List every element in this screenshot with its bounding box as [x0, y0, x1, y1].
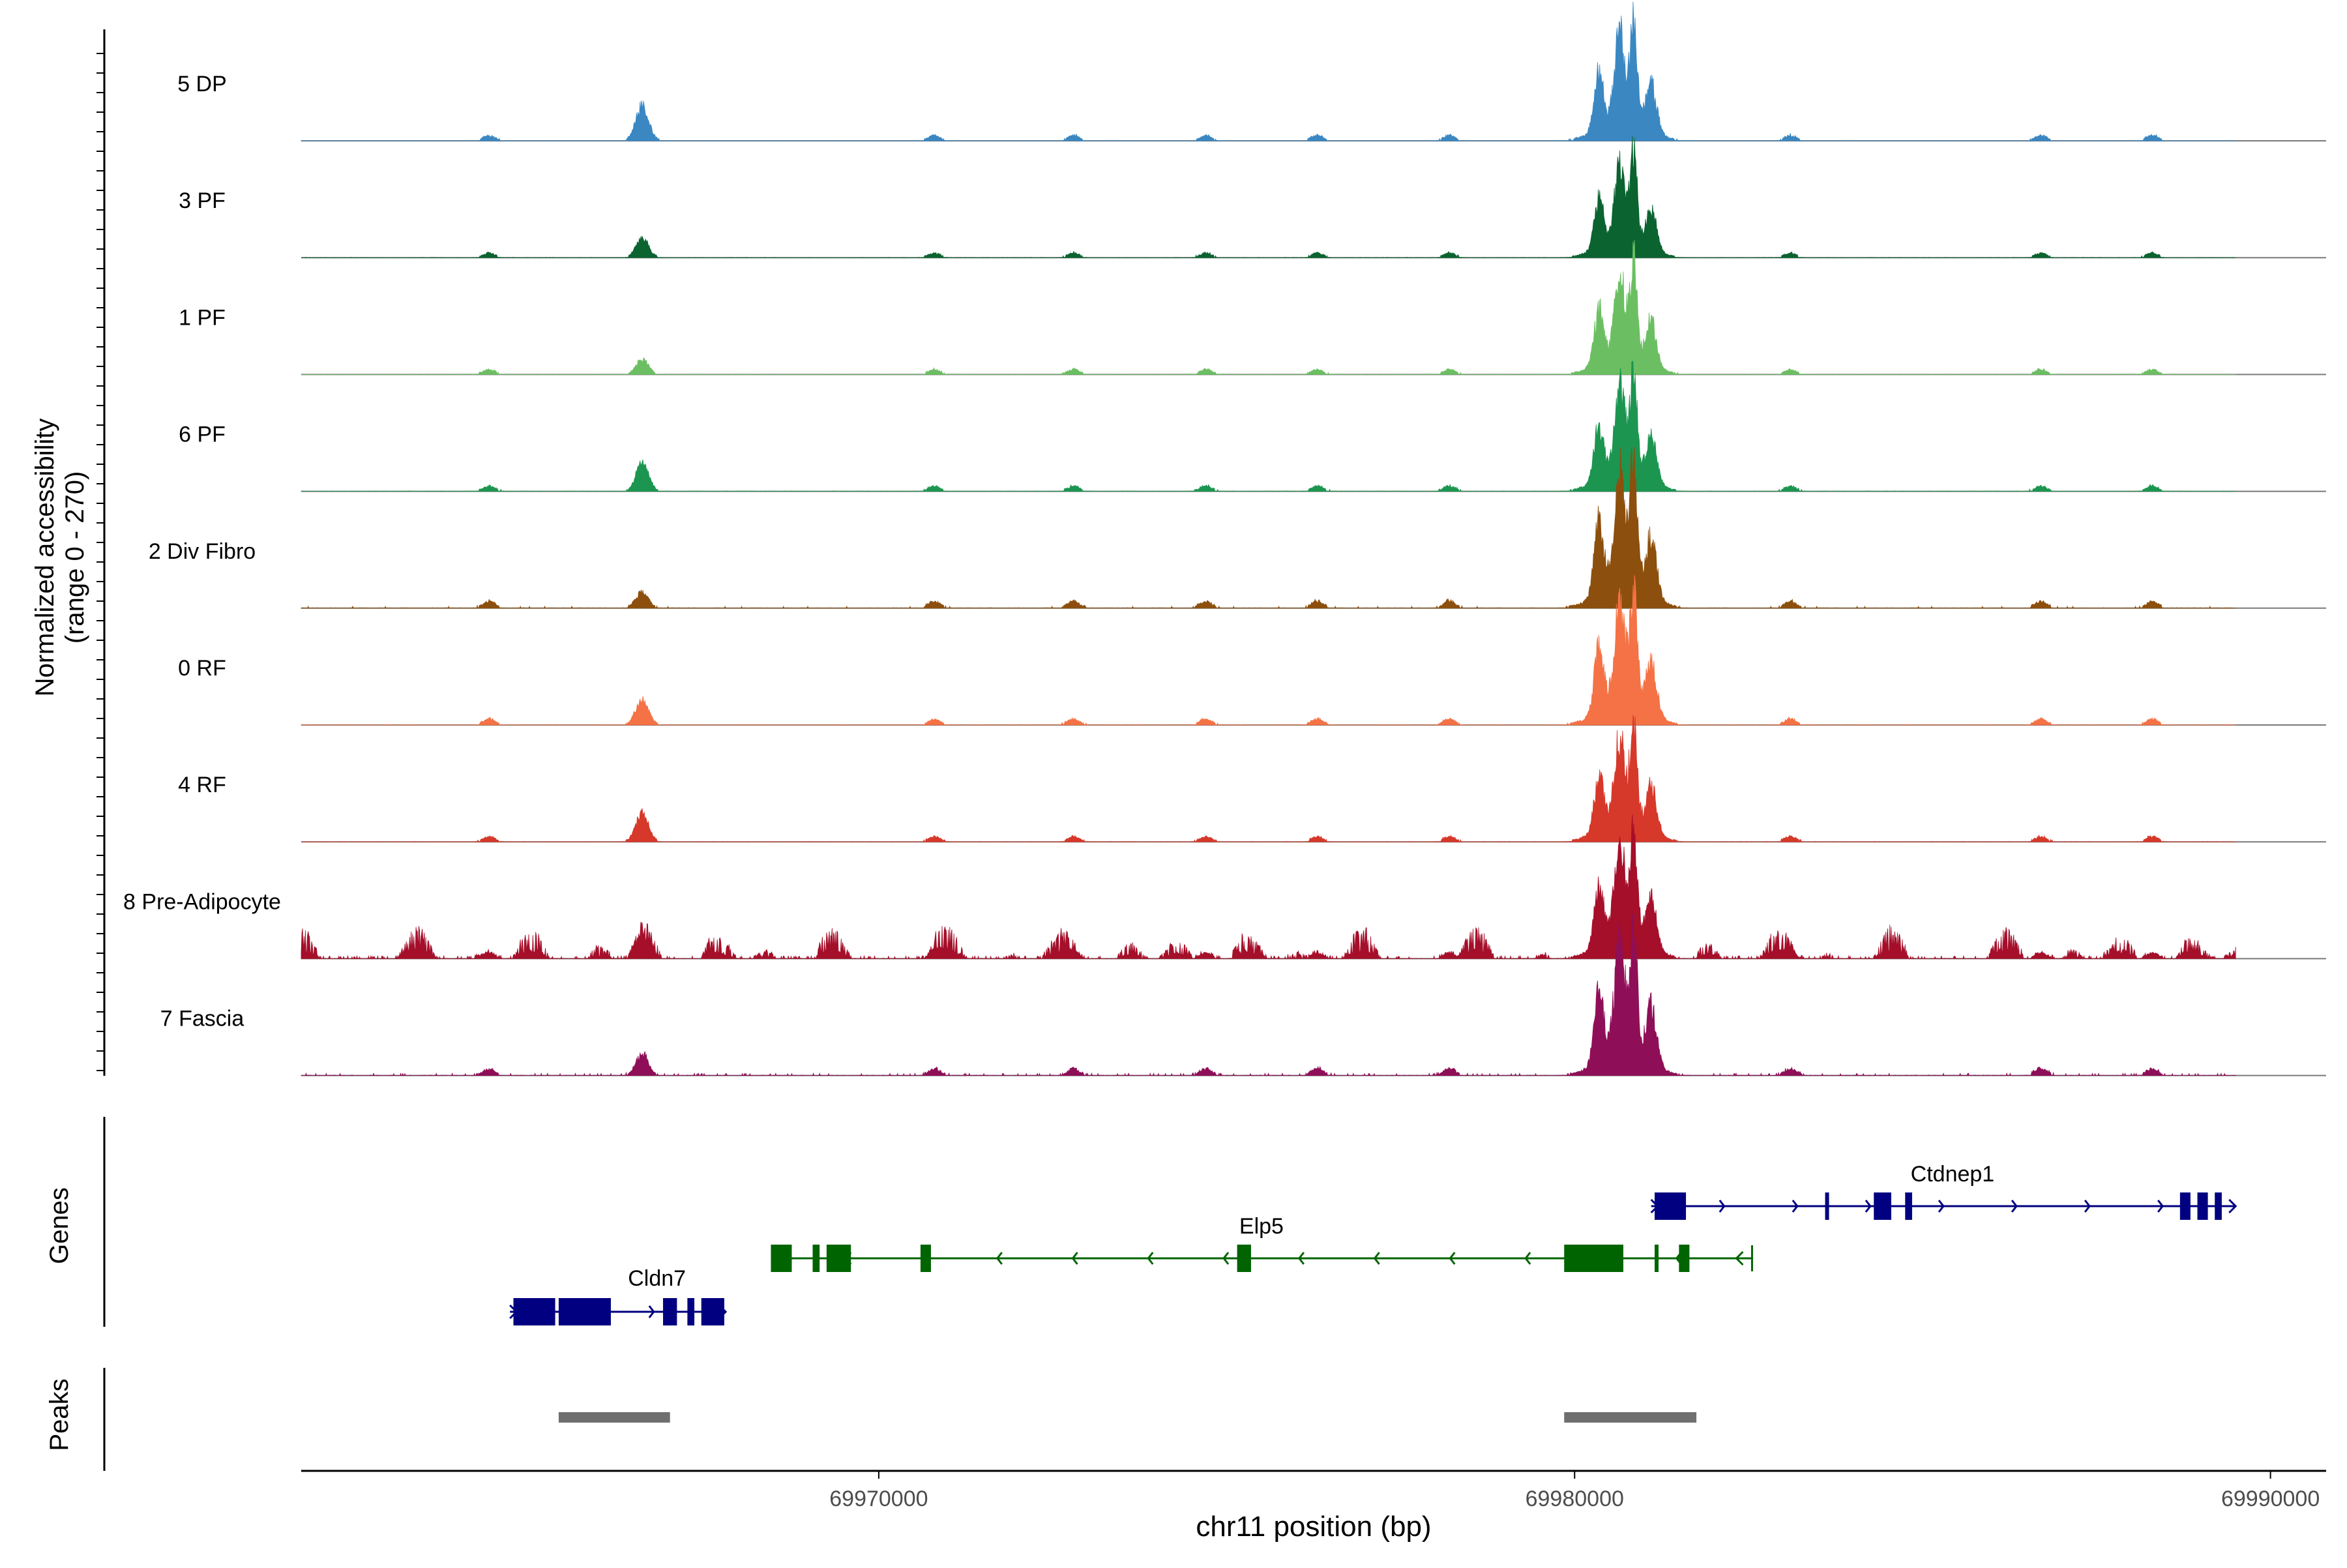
- track-label: 1 PF: [179, 305, 226, 330]
- track-label: 7 Fascia: [160, 1007, 244, 1031]
- strand-arrow: [2084, 1200, 2091, 1213]
- exon: [771, 1245, 792, 1272]
- exon: [663, 1298, 677, 1325]
- strand-arrow: [1297, 1252, 1305, 1265]
- exon: [1679, 1245, 1690, 1272]
- track-1-pf: 1 PF: [179, 240, 2326, 376]
- exon: [1655, 1192, 1687, 1220]
- coverage-area: [301, 240, 2236, 375]
- genes-track-label: Genes: [45, 1187, 74, 1264]
- strand-arrow: [1449, 1252, 1456, 1265]
- strand-arrow: [1147, 1252, 1154, 1265]
- track-label: 0 RF: [178, 656, 226, 681]
- gene-name-label: Elp5: [1239, 1214, 1284, 1239]
- track-6-pf: 6 PF: [179, 361, 2326, 492]
- strand-arrow: [1071, 1252, 1078, 1265]
- y-axis-label: Normalized accessibility: [31, 419, 59, 697]
- track-7-fascia: 7 Fascia: [160, 913, 2326, 1076]
- strand-arrow: [996, 1252, 1003, 1265]
- strand-arrow: [1719, 1200, 1726, 1213]
- exon: [701, 1298, 724, 1325]
- exon: [1237, 1245, 1251, 1272]
- exon: [812, 1245, 820, 1272]
- exon: [1564, 1245, 1623, 1272]
- gene-annotation-track: Cldn7 Elp5 Ctdnep1: [103, 1117, 2237, 1327]
- strand-arrow: [1938, 1200, 1945, 1213]
- gene-end-arrow: [2228, 1198, 2237, 1214]
- peaks-track-label: Peaks: [45, 1378, 74, 1451]
- strand-arrow: [1524, 1252, 1531, 1265]
- exon: [1825, 1192, 1829, 1220]
- coverage-area: [301, 814, 2236, 960]
- track-8-pre-adipocyte: 8 Pre-Adipocyte: [123, 814, 2326, 960]
- strand-arrow: [2011, 1200, 2018, 1213]
- exon: [2197, 1192, 2208, 1220]
- track-0-rf: 0 RF: [178, 575, 2326, 726]
- x-tick-label: 69990000: [2221, 1487, 2320, 1511]
- gene-name-label: Ctdnep1: [1911, 1162, 1995, 1187]
- strand-arrow: [1222, 1252, 1230, 1265]
- strand-arrow: [648, 1305, 655, 1318]
- coverage-area: [301, 136, 2236, 258]
- exon: [2215, 1192, 2222, 1220]
- exon: [1874, 1192, 1891, 1220]
- x-axis: 69970000 69980000 69990000: [301, 1470, 2326, 1511]
- left-axis: [96, 29, 106, 1076]
- gene-elp5: Elp5: [771, 1214, 1753, 1272]
- coverage-area: [301, 913, 2236, 1076]
- x-axis-label: chr11 position (bp): [1196, 1511, 1431, 1543]
- track-4-rf: 4 RF: [178, 715, 2326, 843]
- gene-end-arrow: [1735, 1250, 1744, 1266]
- strand-arrow: [1792, 1200, 1799, 1213]
- track-label: 2 Div Fibro: [149, 539, 256, 564]
- strand-arrow: [2157, 1200, 2164, 1213]
- track-label: 5 DP: [177, 72, 227, 96]
- x-tick-label: 69980000: [1526, 1487, 1624, 1511]
- peak-region: [558, 1412, 670, 1423]
- strand-arrow: [1865, 1200, 1872, 1213]
- track-label: 8 Pre-Adipocyte: [123, 889, 281, 914]
- track-label: 6 PF: [179, 422, 226, 447]
- coverage-tracks: 5 DP 3 PF 1 PF 6 PF 2 Div Fibro 0 RF 4 RF 8 Pre…: [123, 1, 2326, 1076]
- track-2-div-fibro: 2 Div Fibro: [149, 447, 2326, 609]
- exon: [2179, 1192, 2191, 1220]
- y-axis-label-range: (range 0 - 270): [61, 471, 89, 644]
- x-tick-label: 69970000: [829, 1487, 928, 1511]
- coverage-area: [301, 1, 2236, 141]
- exon: [1905, 1192, 1912, 1220]
- track-3-pf: 3 PF: [179, 136, 2326, 259]
- coverage-area: [300, 447, 2236, 609]
- coverage-area: [301, 361, 2236, 492]
- exon: [513, 1298, 555, 1325]
- gene-name-label: Cldn7: [628, 1266, 686, 1291]
- gene-ctdnep1: Ctdnep1: [1650, 1162, 2237, 1220]
- peak-region: [1564, 1412, 1697, 1423]
- exon: [687, 1298, 695, 1325]
- gene-cldn7: Cldn7: [509, 1266, 728, 1325]
- strand-arrow: [1373, 1252, 1380, 1265]
- track-5-dp: 5 DP: [177, 1, 2326, 141]
- exon: [1655, 1245, 1659, 1272]
- coverage-area: [301, 715, 2236, 842]
- exon: [826, 1245, 851, 1272]
- track-label: 4 RF: [178, 773, 226, 797]
- exon: [558, 1298, 611, 1325]
- exon: [920, 1245, 931, 1272]
- peaks-track: [103, 1368, 1697, 1471]
- coverage-area: [301, 575, 2236, 726]
- track-label: 3 PF: [179, 188, 226, 213]
